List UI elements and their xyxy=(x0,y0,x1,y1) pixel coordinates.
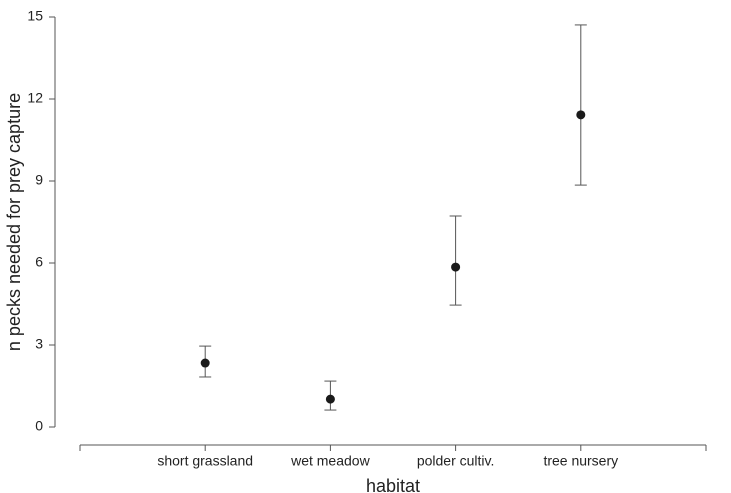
y-tick-label: 6 xyxy=(35,254,43,270)
x-tick-label: tree nursery xyxy=(543,453,618,469)
y-tick-label: 9 xyxy=(35,172,43,188)
x-axis-title: habitat xyxy=(366,476,420,493)
point xyxy=(200,358,210,368)
y-axis-title: n pecks needed for prey capture xyxy=(4,93,24,351)
y-tick-label: 12 xyxy=(27,90,43,106)
y-tick-label: 15 xyxy=(27,8,43,24)
x-tick-label: wet meadow xyxy=(290,453,370,469)
x-tick-label: polder cultiv. xyxy=(417,453,495,469)
y-tick-label: 0 xyxy=(35,418,43,434)
x-tick-label: short grassland xyxy=(157,453,253,469)
point xyxy=(451,262,461,272)
y-tick-label: 3 xyxy=(35,336,43,352)
point xyxy=(325,394,335,404)
point xyxy=(576,110,586,120)
